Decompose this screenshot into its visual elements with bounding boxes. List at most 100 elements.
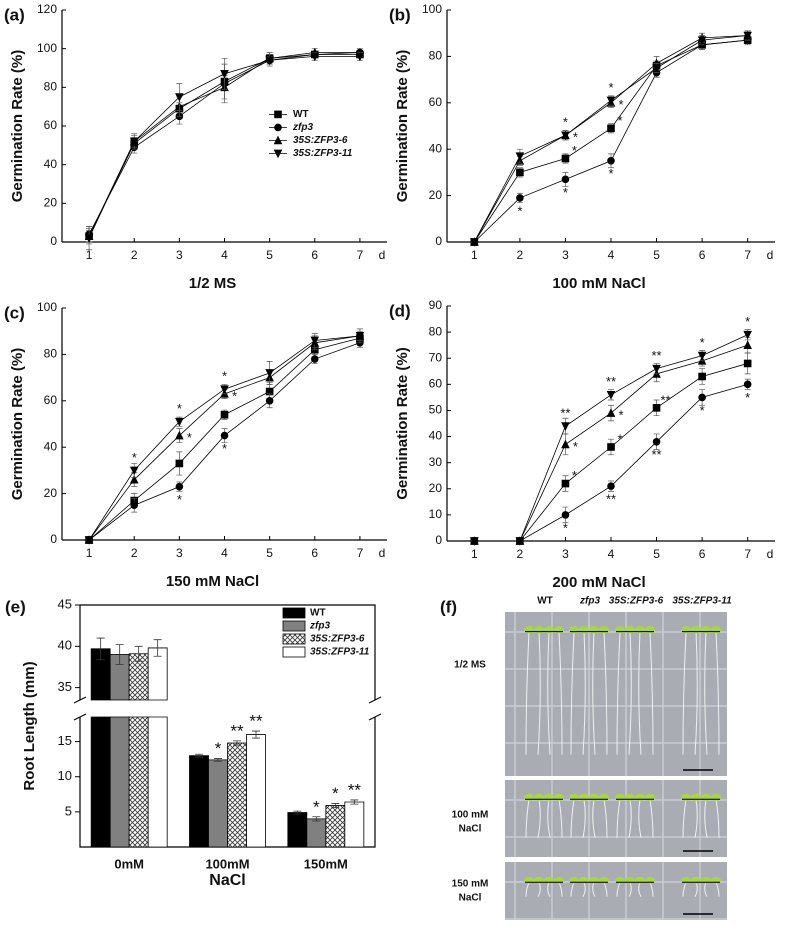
marker bbox=[606, 390, 616, 400]
root bbox=[694, 631, 698, 755]
error-bar bbox=[115, 644, 124, 665]
y-tick-label: 60 bbox=[429, 95, 443, 109]
y-tick-label: 20 bbox=[44, 486, 58, 500]
y-tick-label: 60 bbox=[44, 393, 58, 407]
y-tick-label: 60 bbox=[429, 377, 443, 391]
chart-title: 1/2 MS bbox=[189, 275, 237, 292]
legend-swatch bbox=[282, 607, 306, 619]
marker bbox=[515, 152, 525, 161]
marker bbox=[515, 537, 525, 546]
y-tick-label: 45 bbox=[58, 596, 72, 611]
y-tick-label: 0 bbox=[50, 532, 57, 546]
series-line bbox=[473, 35, 748, 243]
significance-label: * bbox=[573, 439, 578, 454]
row-label: 1/2 MS bbox=[454, 660, 486, 671]
photo-plate bbox=[505, 780, 727, 857]
significance-label: ** bbox=[660, 392, 670, 407]
x-axis-label: d bbox=[767, 547, 774, 561]
legend-label: 35S:ZFP3-6 bbox=[310, 634, 365, 645]
x-axis-label: d bbox=[767, 248, 774, 262]
x-tick-label: 3 bbox=[562, 248, 569, 262]
marker bbox=[310, 336, 320, 346]
marker bbox=[175, 93, 184, 102]
root bbox=[525, 631, 530, 755]
root bbox=[628, 799, 632, 838]
legend-label: WT bbox=[310, 608, 326, 619]
root bbox=[547, 631, 551, 755]
column-label: WT bbox=[537, 596, 553, 607]
y-tick-label: 20 bbox=[429, 188, 443, 202]
y-axis-label: Germination Rate (%) bbox=[9, 348, 26, 501]
x-tick-label: 6 bbox=[311, 248, 318, 262]
x-tick-label: 2 bbox=[131, 248, 138, 262]
x-tick-label: 100mM bbox=[205, 856, 249, 871]
root bbox=[570, 631, 575, 755]
significance-label: * bbox=[745, 390, 750, 405]
y-tick-label: 0 bbox=[435, 533, 442, 547]
significance-label: * bbox=[187, 430, 192, 445]
x-tick-label: 6 bbox=[699, 547, 706, 561]
legend-label: 35S:ZFP3-11 bbox=[293, 148, 353, 159]
x-tick-label: 4 bbox=[608, 547, 615, 561]
y-tick-label: 90 bbox=[429, 298, 443, 312]
marker bbox=[607, 157, 615, 165]
root bbox=[682, 799, 687, 838]
y-tick-label: 100 bbox=[422, 2, 442, 16]
x-tick-label: 4 bbox=[221, 248, 228, 262]
series-line bbox=[474, 39, 748, 243]
root bbox=[694, 799, 698, 838]
root bbox=[616, 631, 621, 755]
y-tick-label: 10 bbox=[429, 507, 443, 521]
significance-label: * bbox=[177, 401, 182, 416]
marker bbox=[607, 482, 615, 490]
significance-label: * bbox=[745, 314, 750, 329]
root bbox=[592, 799, 596, 838]
y-axis-label: Germination Rate (%) bbox=[9, 50, 26, 203]
bar bbox=[306, 818, 327, 848]
y-tick-label: 80 bbox=[429, 49, 443, 63]
photo-plate bbox=[505, 862, 727, 920]
marker bbox=[84, 536, 94, 545]
error-bar bbox=[312, 816, 321, 822]
marker bbox=[606, 408, 616, 417]
y-tick-label: 50 bbox=[429, 403, 443, 417]
marker bbox=[265, 56, 274, 66]
y-tick-label: 35 bbox=[58, 679, 72, 694]
x-tick-label: 5 bbox=[266, 546, 273, 560]
x-tick-label: 7 bbox=[744, 547, 751, 561]
marker bbox=[516, 168, 524, 177]
x-tick-label: 1 bbox=[471, 547, 478, 561]
panel-label: (a) bbox=[4, 5, 25, 24]
x-tick-label: 1 bbox=[471, 248, 478, 262]
marker bbox=[130, 501, 139, 510]
root bbox=[582, 631, 586, 755]
bar bbox=[147, 647, 168, 848]
x-tick-label: 6 bbox=[311, 546, 318, 560]
significance-label: * bbox=[215, 739, 222, 758]
x-tick-label: 7 bbox=[744, 248, 751, 262]
marker bbox=[220, 410, 229, 419]
x-tick-label: 5 bbox=[653, 547, 660, 561]
bar bbox=[189, 755, 209, 848]
bar bbox=[208, 759, 228, 848]
legend-marker bbox=[273, 135, 283, 145]
panel-label: (c) bbox=[4, 303, 25, 322]
root bbox=[616, 799, 621, 838]
column-label: 35S:ZFP3-6 bbox=[609, 596, 664, 607]
y-tick-label: 80 bbox=[44, 80, 58, 94]
root bbox=[537, 631, 541, 755]
significance-label: * bbox=[572, 468, 577, 483]
significance-label: * bbox=[563, 185, 568, 200]
marker bbox=[175, 417, 184, 427]
marker bbox=[516, 194, 524, 202]
significance-label: * bbox=[177, 492, 182, 507]
root bbox=[638, 799, 642, 838]
x-axis-label: d bbox=[379, 546, 386, 560]
legend-label: zfp3 bbox=[292, 122, 313, 133]
marker bbox=[129, 137, 139, 147]
significance-label: ** bbox=[651, 447, 661, 462]
panel-label: (b) bbox=[389, 5, 411, 24]
marker bbox=[129, 466, 139, 476]
significance-label: * bbox=[618, 97, 623, 112]
significance-label: * bbox=[573, 130, 578, 145]
